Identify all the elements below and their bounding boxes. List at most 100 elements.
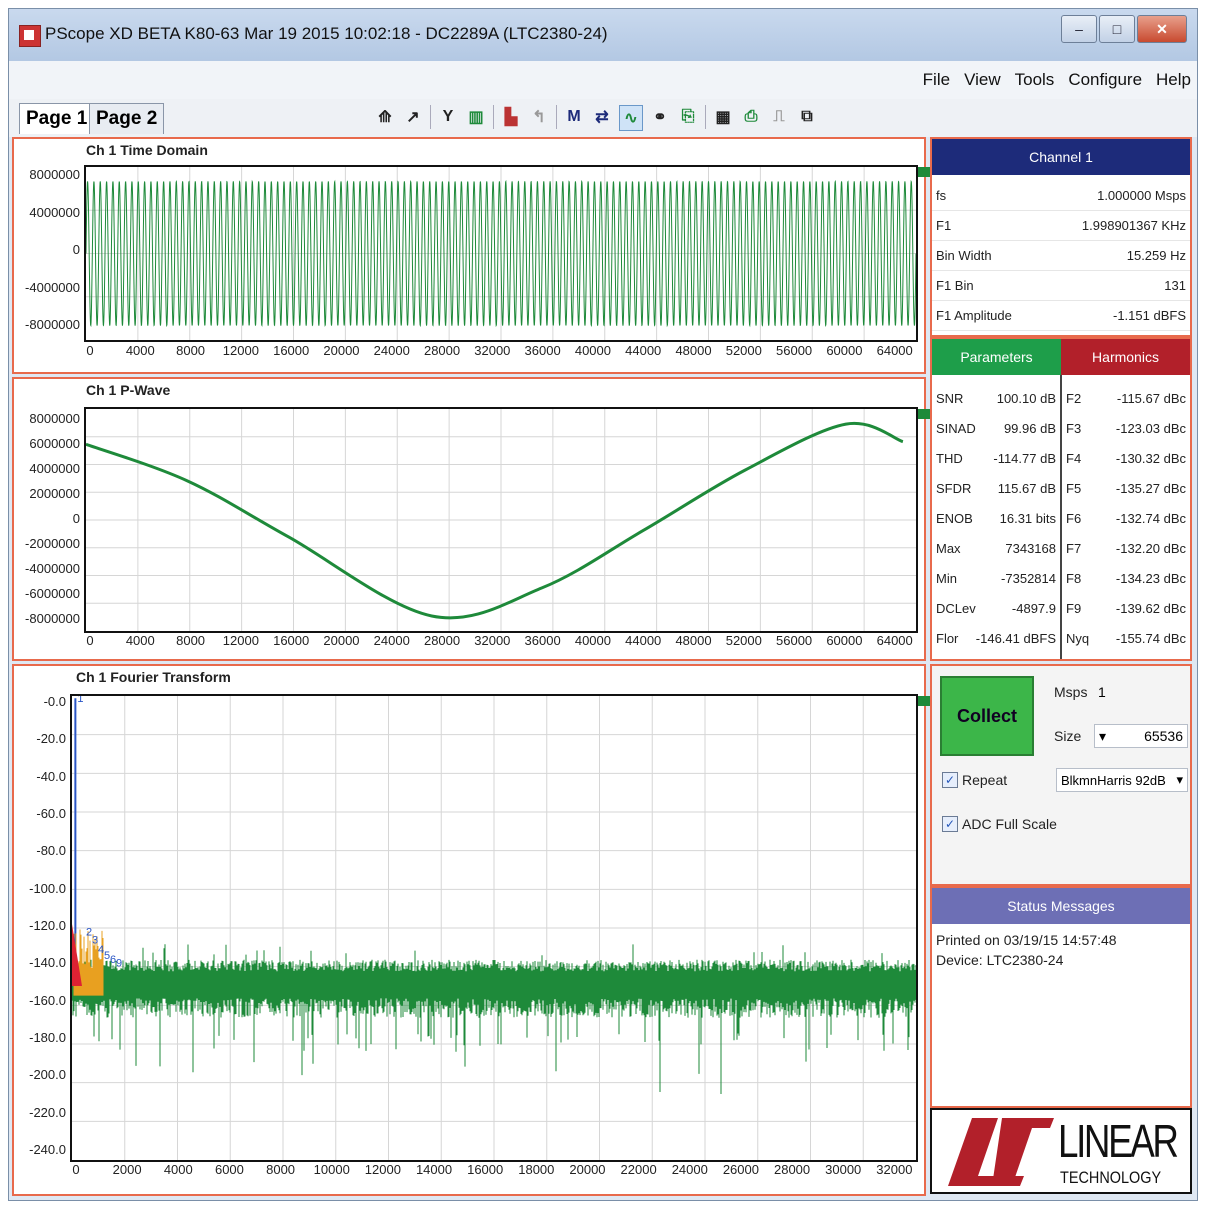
x-tick-label: 12000 [364,1162,401,1177]
y-cursor-icon[interactable]: Y [442,108,454,125]
parameter-row: SFDR 115.67 dB [932,473,1060,503]
y-tick-label: -80.0 [36,843,66,859]
harmonic-mark: 3 [92,934,98,946]
y-tick-label: 6000000 [29,436,80,451]
harmonic-row: F4 -130.32 dBc [1062,443,1190,473]
adc-full-scale-checkbox[interactable]: ✓ [942,816,958,832]
p-wave-trace [86,421,904,620]
y-tick-label: -6000000 [25,586,80,601]
parameters-header: Parameters [932,339,1061,375]
trace-color-marker[interactable] [918,409,932,419]
y-tick-label: -100.0 [29,880,66,896]
x-tick-label: 52000 [725,633,762,648]
x-tick-label: 4000 [125,343,155,358]
tab-page-1[interactable]: Page 1 [19,103,95,134]
y-tick-label: -200.0 [29,1067,66,1083]
fft-plot[interactable]: 1 234 5 6 9 [70,694,918,1162]
menu-file[interactable]: File [922,70,951,89]
close-button[interactable]: ✕ [1137,15,1187,43]
y-tick-label: -60.0 [36,806,66,821]
save-icon[interactable]: ▦ [715,109,731,126]
y-tick-label: 4000000 [29,204,80,220]
parameter-label: Min [936,570,957,586]
x-tick-label: 8000 [266,1162,296,1177]
collect-button[interactable]: Collect [940,676,1034,756]
x-tick-label: 64000 [876,343,913,358]
harmonic-label: F9 [1066,600,1082,616]
harmonic-value: -132.20 dBc [1115,540,1186,556]
maximize-button[interactable]: □ [1099,15,1135,43]
y-tick-label: -4000000 [25,561,80,576]
parameter-label: SNR [936,390,964,406]
y-tick-label: -180.0 [29,1030,66,1045]
print-icon[interactable]: ⎙ [744,108,758,125]
channel-panel: Channel 1 fs 1.000000 Msps F1 1.998901367 K… [930,137,1192,337]
dc-bins [72,924,82,986]
menu-configure[interactable]: Configure [1068,70,1143,89]
graph-icon[interactable]: ⧉ [801,108,813,125]
x-tick-label: 56000 [776,633,813,648]
parameter-row: SNR 100.10 dB [932,383,1060,413]
minimize-button[interactable]: ‒ [1061,15,1097,43]
pulse-icon[interactable]: ⎍ [773,108,785,125]
link-icon[interactable]: ⚭ [653,109,667,126]
parameter-value: -4897.9 [1011,600,1056,616]
harmonic-value: -135.27 dBc [1115,480,1186,496]
y-tick-label: 8000000 [29,411,80,426]
export-icon[interactable]: ⎘ [681,108,695,125]
x-tick-label: 48000 [675,343,712,358]
msps-field[interactable]: 1 [1094,680,1184,704]
harmonic-value: -115.67 dBc [1116,390,1186,406]
y-tick-label: -120.0 [29,918,66,933]
parameter-value: 115.67 dB [997,480,1056,496]
harmonic-label: F2 [1066,390,1082,406]
parameter-label: THD [936,450,963,466]
arrows-icon[interactable]: ⇄ [595,109,609,126]
channel-label: Bin Width [936,248,992,263]
parameter-label: Max [936,540,961,556]
harmonic-value: -155.74 dBc [1115,630,1186,646]
menu-bar: File View Tools Configure Help [9,61,1197,100]
x-tick-label: 10000 [313,1162,350,1177]
histogram-icon[interactable]: ▙ [504,109,518,126]
harmonic-row: F8 -134.23 dBc [1062,563,1190,593]
harmonic-value: -123.03 dBc [1115,420,1186,436]
harmonic-label: Nyq [1066,630,1090,646]
window-select[interactable]: BlkmnHarris 92dB ▾ [1056,768,1188,792]
p-wave-plot[interactable] [84,407,918,633]
tab-page-2[interactable]: Page 2 [89,103,165,134]
time-domain-plot[interactable] [84,165,918,342]
channel-row: F1 1.998901367 KHz [932,211,1190,241]
trace-color-marker[interactable] [918,167,932,177]
parameter-label: Flor [936,630,959,646]
x-tick-label: 64000 [876,633,913,648]
x-tick-label: 28000 [773,1162,811,1177]
parameter-row: Flor -146.41 dBFS [932,623,1060,653]
y-tick-label: 0 [72,242,80,257]
run-step-icon[interactable]: ↗ [406,109,420,126]
repeat-checkbox[interactable]: ✓ [942,772,958,788]
x-tick-label: 32000 [474,343,511,358]
markers-icon[interactable]: M [567,108,581,125]
menu-help[interactable]: Help [1156,70,1191,89]
x-tick-label: 0 [86,633,94,648]
x-tick-label: 28000 [423,633,461,648]
menu-view[interactable]: View [964,70,1001,89]
chevron-down-icon: ▾ [1176,772,1183,787]
repeat-label: Repeat [962,772,1008,788]
toolbar: Page 1 Page 2 ⟰ ↗ Y ▥ ▙ ↰ M ⇄ ∿ ⚭ ⎘ ▦ ⎙ … [9,99,1197,137]
size-dropdown[interactable]: ▾ 65536 [1094,724,1188,748]
toolbar-separator [430,105,431,129]
harmonic-row: Nyq -155.74 dBc [1062,623,1190,653]
x-tick-label: 12000 [222,343,259,358]
status-line: Printed on 03/19/15 14:57:48 [936,932,1117,948]
bars-icon[interactable]: ▥ [468,109,484,126]
x-tick-label: 16000 [273,343,310,358]
menu-tools[interactable]: Tools [1014,70,1055,89]
status-line: Device: LTC2380-24 [936,952,1064,968]
x-tick-label: 18000 [518,1162,555,1177]
run-icon[interactable]: ⟰ [378,109,392,126]
spectrum-icon[interactable]: ↰ [532,109,546,126]
wave-icon[interactable]: ∿ [619,105,643,131]
trace-color-marker[interactable] [918,696,932,706]
